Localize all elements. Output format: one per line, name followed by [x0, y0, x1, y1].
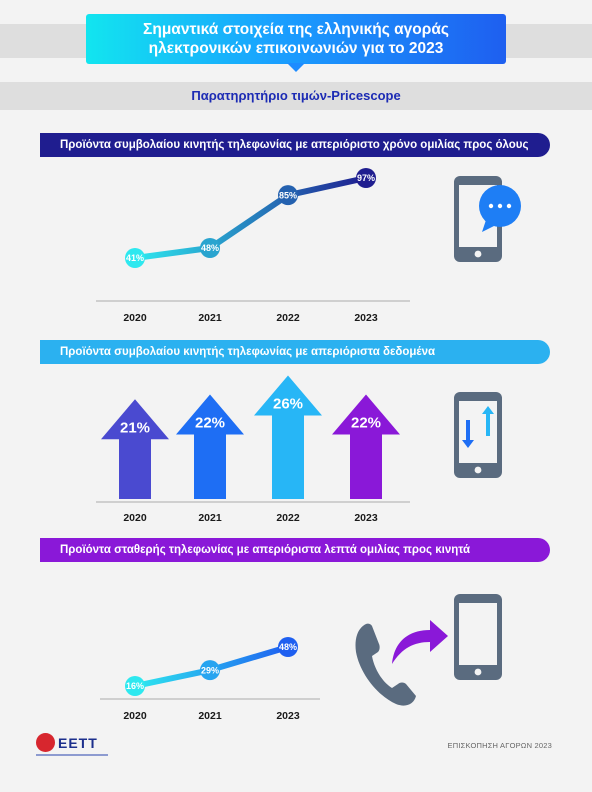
bar-label-2022: 26%: [273, 396, 303, 413]
bar-label-2020: 21%: [120, 419, 150, 436]
data-point-2023: [278, 637, 298, 657]
x-tick-label-2020: 2020: [123, 710, 147, 722]
data-label-2022: 85%: [279, 190, 297, 200]
data-point-2021: [200, 238, 220, 258]
chart-unlimited-data: 21% 2020 22% 2021 26% 2022 22% 2023: [96, 375, 410, 524]
bar-2020: [101, 399, 169, 499]
eett-logo-mark: [36, 733, 55, 752]
series-line: [132, 175, 369, 261]
smartphone-icon: [454, 594, 502, 680]
data-point-2022: [278, 185, 298, 206]
eett-logo-underline: [36, 754, 108, 756]
title-pointer: [287, 63, 305, 72]
curved-arrow-icon: [392, 620, 448, 664]
eett-logo: ΕΕΤΤ: [36, 733, 116, 759]
smartphone-chat-icon: [454, 176, 521, 262]
data-point-2023: [356, 168, 376, 188]
data-label-2023: 97%: [357, 173, 375, 183]
data-point-2020: [125, 248, 145, 268]
chart-fixed-to-mobile: 16% 2020 29% 2021 48% 2023: [100, 637, 320, 722]
smartphone-data-transfer-icon: [454, 392, 502, 478]
main-title-line-1: Σημαντικά στοιχεία της ελληνικής αγοράς: [143, 21, 449, 38]
data-point-2021: [200, 660, 220, 681]
bar-label-2023: 22%: [351, 415, 381, 432]
x-tick-label-2020: 2020: [123, 512, 147, 524]
section-1-banner: Προϊόντα συμβολαίου κινητής τηλεφωνίας μ…: [40, 133, 550, 157]
x-tick-label-2023: 2023: [354, 312, 378, 324]
data-label-2020: 41%: [126, 253, 144, 263]
x-tick-label-2022: 2022: [276, 512, 300, 524]
phone-handset-icon: [355, 623, 416, 706]
subtitle: Παρατηρητήριο τιμών-Pricescope: [191, 88, 401, 103]
x-tick-label-2021: 2021: [198, 710, 222, 722]
eett-logo-text: ΕΕΤΤ: [58, 735, 98, 751]
data-label-2021: 48%: [201, 243, 219, 253]
main-title: Σημαντικά στοιχεία της ελληνικής αγοράς …: [86, 14, 506, 64]
x-tick-label-2023: 2023: [354, 512, 378, 524]
section-3-banner: Προϊόντα σταθερής τηλεφωνίας με απεριόρι…: [40, 538, 550, 562]
bar-2022: [254, 375, 322, 499]
data-label-2023: 48%: [279, 642, 297, 652]
data-point-2020: [125, 676, 145, 696]
data-label-2021: 29%: [201, 665, 219, 675]
subtitle-band: [0, 82, 592, 110]
data-label-2020: 16%: [126, 681, 144, 691]
x-tick-label-2020: 2020: [123, 312, 147, 324]
footer-note: ΕΠΙΣΚΟΠΗΣΗ ΑΓΟΡΩΝ 2023: [447, 741, 552, 750]
section-2-banner: Προϊόντα συμβολαίου κινητής τηλεφωνίας μ…: [40, 340, 550, 364]
main-title-line-2: ηλεκτρονικών επικοινωνιών για το 2023: [148, 40, 444, 57]
x-tick-label-2023: 2023: [276, 710, 300, 722]
chart-unlimited-voice: 41% 2020 48% 2021 85% 2022 97% 2023: [96, 168, 410, 324]
x-tick-label-2021: 2021: [198, 312, 222, 324]
x-tick-label-2022: 2022: [276, 312, 300, 324]
bar-2021: [176, 394, 244, 499]
bar-label-2021: 22%: [195, 415, 225, 432]
x-tick-label-2021: 2021: [198, 512, 222, 524]
bar-2023: [332, 394, 400, 499]
